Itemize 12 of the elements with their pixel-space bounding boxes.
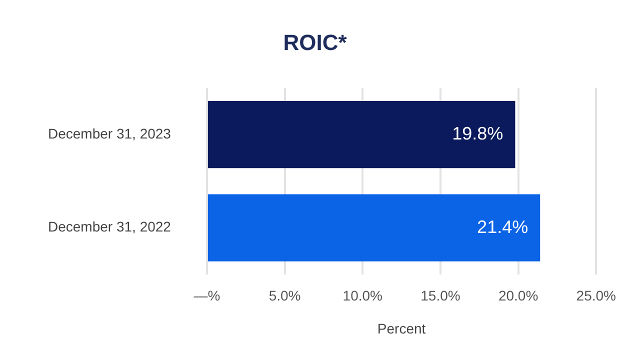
data-label: 21.4% xyxy=(477,216,528,237)
x-tick-label: 25.0% xyxy=(576,288,616,304)
x-tick-label: —% xyxy=(194,288,220,304)
y-tick-label: December 31, 2022 xyxy=(48,218,172,235)
x-tick-label: 10.0% xyxy=(342,288,382,304)
x-tick-label: 5.0% xyxy=(268,288,301,304)
y-tick-label: December 31, 2023 xyxy=(48,125,172,142)
chart-title: ROIC* xyxy=(282,30,348,56)
x-tick-label: 15.0% xyxy=(420,288,460,304)
x-axis-title: Percent xyxy=(377,320,426,336)
data-label: 19.8% xyxy=(452,124,504,144)
x-tick-label: 20.0% xyxy=(498,288,538,304)
